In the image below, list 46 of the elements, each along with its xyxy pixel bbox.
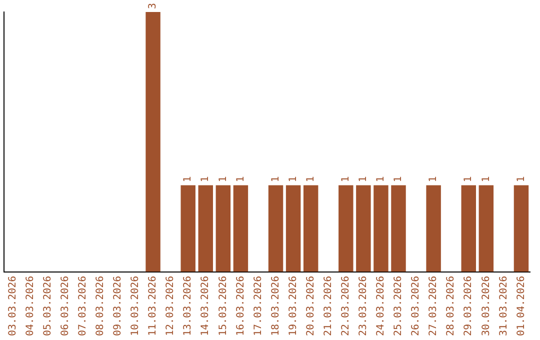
data-label: 1: [358, 176, 370, 182]
data-label: 1: [270, 176, 282, 182]
data-label: 1: [288, 176, 299, 182]
x-tick-label: 18.03.2026: [270, 276, 282, 336]
x-tick-label: 01.04.2026: [516, 276, 527, 336]
data-label: 1: [305, 176, 316, 182]
x-tick-label: 24.03.2026: [376, 276, 387, 336]
data-label: 1: [516, 176, 527, 182]
data-label: 1: [200, 176, 212, 182]
x-tick-label: 21.03.2026: [322, 276, 334, 336]
x-tick-label: 13.03.2026: [182, 276, 194, 336]
data-label: 1: [376, 176, 387, 182]
x-tick-label: 03.03.2026: [7, 276, 18, 336]
x-tick-label: 09.03.2026: [112, 276, 124, 336]
x-tick-label: 31.03.2026: [498, 276, 510, 336]
x-tick-label: 17.03.2026: [252, 276, 264, 336]
x-tick-label: 28.03.2026: [446, 276, 457, 336]
x-tick-label: 27.03.2026: [428, 276, 440, 336]
x-tick-label: 12.03.2026: [165, 276, 176, 336]
x-tick-label: 20.03.2026: [305, 276, 316, 336]
x-tick-label: 30.03.2026: [480, 276, 492, 336]
data-label: 1: [218, 176, 229, 182]
data-label: 1: [480, 176, 492, 182]
x-tick-label: 11.03.2026: [148, 276, 159, 336]
x-tick-label: 15.03.2026: [218, 276, 229, 336]
x-tick-label: 14.03.2026: [200, 276, 212, 336]
x-tick-label: 19.03.2026: [288, 276, 299, 336]
x-tick-label: 29.03.2026: [463, 276, 474, 336]
x-tick-label: 06.03.2026: [60, 276, 71, 336]
data-label: 3: [148, 2, 159, 9]
x-tick-label: 26.03.2026: [410, 276, 422, 336]
x-tick-label: 22.03.2026: [340, 276, 352, 336]
x-tick-label: 08.03.2026: [95, 276, 106, 336]
data-label: 1: [182, 176, 194, 182]
x-tick-label: 10.03.2026: [130, 276, 142, 336]
x-tick-label: 07.03.2026: [77, 276, 88, 336]
x-tick-label: 16.03.2026: [235, 276, 246, 336]
data-label: 1: [235, 176, 246, 182]
x-tick-label: 25.03.2026: [393, 276, 404, 336]
x-tick-label: 05.03.2026: [42, 276, 54, 336]
data-label: 1: [340, 176, 352, 182]
x-tick-label: 04.03.2026: [24, 276, 36, 336]
data-label: 1: [463, 176, 474, 182]
x-tick-label: 23.03.2026: [358, 276, 370, 336]
data-label: 1: [393, 176, 404, 182]
data-label: 1: [428, 176, 440, 182]
